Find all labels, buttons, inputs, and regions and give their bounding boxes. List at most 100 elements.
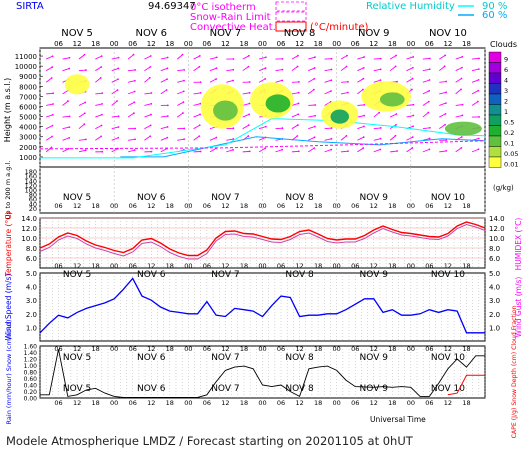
wind-arrow <box>177 80 185 83</box>
hour-label-top: 06 <box>54 40 63 48</box>
hour-label-bottom: 12 <box>221 399 229 407</box>
wind-arrow <box>357 56 365 60</box>
wind-arrow <box>160 67 168 72</box>
hour-label-temp: 00 <box>407 262 415 270</box>
wind-arrow <box>471 148 479 153</box>
gust-tick-label: 5.0 <box>489 270 500 278</box>
wind-arrow-head <box>362 136 365 139</box>
wind-arrow-head <box>166 115 169 118</box>
day-label-wind: NOV 7 <box>211 353 239 363</box>
wind-arrow-head <box>51 55 54 58</box>
hour-label-mid: 06 <box>425 202 433 210</box>
wind-arrow-head <box>182 101 185 104</box>
wind-arrow <box>340 150 349 153</box>
day-label-temp: NOV 10 <box>431 270 465 280</box>
wind-arrow-head <box>444 102 447 104</box>
precip-tick-label: 0.00 <box>24 396 38 403</box>
wind-arrow-head <box>361 88 364 91</box>
wind-arrow <box>373 112 380 118</box>
cloud-blob <box>379 92 405 107</box>
wind-arrow <box>226 80 234 83</box>
wind-arrow-head <box>428 126 431 129</box>
wind-arrow-head <box>395 54 398 57</box>
wind-arrow <box>144 103 152 106</box>
wind-arrow <box>357 125 365 130</box>
hour-label-mid: 06 <box>277 202 285 210</box>
hour-label-temp: 06 <box>351 262 359 270</box>
wind-arrow <box>471 101 479 106</box>
wind-arrow <box>242 92 250 95</box>
wind-arrow <box>78 123 85 130</box>
hour-label-wind: 00 <box>333 345 341 353</box>
wind-arrow-head <box>133 149 136 151</box>
wind-arrow-head <box>362 147 365 149</box>
wind-arrow-head <box>428 148 431 151</box>
wind-arrow <box>340 66 347 72</box>
wind-arrow-head <box>100 113 103 116</box>
wind-arrow-head <box>394 65 397 68</box>
hour-label-bottom: 00 <box>258 399 266 407</box>
hour-label-bottom: 12 <box>295 399 303 407</box>
isotherm-line <box>39 140 486 150</box>
wind-arrow <box>422 68 430 72</box>
wind-arrow-head <box>50 146 53 149</box>
height-tick-label: 9000 <box>19 73 37 81</box>
wind-arrow-head <box>232 138 235 140</box>
legend-rh90-label: 90 % <box>482 1 507 12</box>
wind-arrow-head <box>411 66 414 69</box>
hour-label-mid: 12 <box>444 202 452 210</box>
wind-arrow <box>193 66 200 72</box>
hour-label-temp: 06 <box>129 262 137 270</box>
wind-arrow-head <box>166 104 169 107</box>
hour-label-top: 00 <box>332 40 341 48</box>
wind-arrow-head <box>460 88 462 91</box>
temp-tick-label: 6.0 <box>26 255 37 263</box>
hour-label-bottom: 18 <box>388 399 396 407</box>
wind-arrow-head <box>248 91 251 94</box>
colorbar-swatch <box>488 104 502 116</box>
hour-label-bottom: 12 <box>73 399 81 407</box>
wind-arrow-head <box>330 137 333 140</box>
colorbar-title: Clouds <box>490 40 517 49</box>
wind-arrow <box>307 147 315 153</box>
hour-label-wind: 12 <box>444 345 452 353</box>
wind-arrow-head <box>116 100 118 102</box>
wind-arrow <box>62 137 70 141</box>
wind-arrow-head <box>183 127 186 130</box>
day-label-temp: NOV 8 <box>285 270 314 280</box>
wind-arrow-head <box>412 114 415 117</box>
hour-label-mid: 18 <box>166 202 174 210</box>
wind-arrow-head <box>330 68 333 71</box>
wind-arrow-head <box>347 80 349 83</box>
wind-arrow-head <box>198 124 201 127</box>
humidex-line <box>39 223 486 260</box>
wind-arrow <box>471 57 480 60</box>
hour-label-bottom: 18 <box>314 399 322 407</box>
wind-arrow-head <box>478 57 480 60</box>
wind-arrow-head <box>84 149 87 152</box>
wind-arrow-head <box>460 136 463 138</box>
wind-arrow-head <box>132 53 135 56</box>
wind-arrow-head <box>314 114 317 117</box>
hour-label-wind: 18 <box>166 345 174 353</box>
hour-label-top: 00 <box>184 40 193 48</box>
hour-label-bottom: 06 <box>54 399 62 407</box>
wind-arrow <box>291 124 299 130</box>
wind-arrow-head <box>117 67 120 70</box>
precip-tick-label: 0.20 <box>24 389 38 396</box>
wind-arrow-head <box>149 135 152 138</box>
wind-arrow-head <box>312 88 315 91</box>
cloud-ylabel: Height (m a.s.l.) <box>3 78 12 143</box>
wind-arrow-head <box>314 56 316 59</box>
hour-label-temp: 18 <box>314 262 322 270</box>
wind-arrow <box>62 100 69 106</box>
wind-arrow-head <box>248 150 251 153</box>
hour-label-mid: 18 <box>240 202 248 210</box>
day-label-mid: NOV 6 <box>137 193 166 203</box>
wind-arrow-head <box>100 55 103 58</box>
hour-label-temp: 18 <box>166 262 174 270</box>
wind-arrow <box>127 80 135 83</box>
wind-arrow <box>258 126 266 130</box>
humidex-tick-label: 10.0 <box>489 235 505 243</box>
hour-label-wind: 12 <box>221 345 229 353</box>
